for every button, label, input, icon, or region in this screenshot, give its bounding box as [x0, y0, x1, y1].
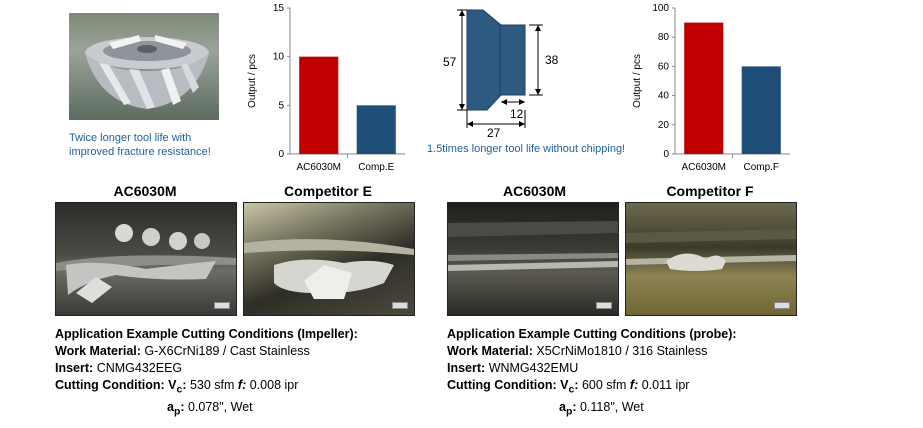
bar-chart-probe: 0 20 40 60 80 100 AC6030M Comp.F Output / pcs [632, 3, 790, 173]
vc-value: 600 sfm [581, 378, 627, 392]
photo-label-ac6030m-right: AC6030M [502, 183, 567, 199]
conditions-impeller-title: Application Example Cutting Conditions (… [55, 327, 358, 341]
y-tick-label: 10 [273, 52, 285, 63]
y-tick-label: 20 [658, 120, 670, 131]
scale-bar [774, 302, 790, 309]
insert-value: CNMG432EEG [96, 361, 183, 375]
f-symbol: f: [629, 378, 639, 392]
impeller-photo [69, 13, 219, 120]
ap-value: 0.118", Wet [579, 399, 644, 414]
bar-ac6030m [684, 22, 724, 154]
wear-photo-competitor-e [243, 202, 415, 316]
y-tick-label: 100 [652, 3, 669, 14]
dim-12: 12 [510, 107, 524, 121]
insert-label: Insert: [447, 361, 486, 375]
cutting-condition-label: Cutting Condition: [55, 378, 165, 392]
x-tick-label: AC6030M [682, 162, 726, 173]
dim-38: 38 [545, 53, 559, 67]
insert-value: WNMG432EMU [488, 361, 579, 375]
photo-label-ac6030m-left: AC6030M [113, 183, 177, 199]
ap-subscript: p [173, 406, 181, 417]
f-symbol: f: [237, 378, 247, 392]
vc-letter: V [168, 378, 177, 392]
conditions-probe: Application Example Cutting Conditions (… [447, 326, 827, 420]
ap-value: 0.078", Wet [187, 399, 253, 414]
y-tick-label: 15 [273, 3, 285, 14]
work-material-label: Work Material: [55, 344, 141, 358]
bar-comp-f [741, 66, 781, 154]
probe-caption: 1.5times longer tool life without chippi… [427, 143, 626, 155]
impeller-caption-line1: Twice longer tool life with [69, 132, 192, 144]
x-tick-label: Comp.F [743, 162, 779, 173]
y-tick-label: 0 [278, 149, 284, 160]
work-material-value: X5CrNiMo1810 / 316 Stainless [536, 344, 708, 358]
wear-photo-ac6030m-impeller [55, 202, 237, 316]
work-material-value: G-X6CrNi189 / Cast Stainless [144, 344, 310, 358]
photo-label-competitor-e: Competitor E [284, 183, 372, 199]
bar-comp-e [356, 105, 396, 154]
x-tick-label: Comp.E [358, 162, 394, 173]
ap-symbol: ap: [559, 399, 577, 418]
vc-letter: V [560, 378, 569, 392]
wear-photo-ac6030m-probe [447, 202, 619, 316]
scale-bar [214, 302, 230, 309]
probe-insert-diagram: 57 38 12 27 [443, 9, 559, 140]
y-tick-label: 40 [658, 91, 670, 102]
work-material-label: Work Material: [447, 344, 533, 358]
wear-photo-competitor-f [625, 202, 797, 316]
y-tick-label: 5 [278, 100, 284, 111]
vc-value: 530 sfm [189, 378, 235, 392]
ap-symbol: ap: [167, 399, 185, 418]
y-tick-label: 60 [658, 61, 670, 72]
bar-ac6030m [299, 56, 339, 154]
scale-bar [596, 302, 612, 309]
insert-label: Insert: [55, 361, 94, 375]
y-axis-label: Output / pcs [247, 54, 258, 108]
photo-label-competitor-f: Competitor F [666, 183, 754, 199]
bar-chart-impeller: 0 5 10 15 AC6030M Comp.E Output / pcs [247, 3, 405, 173]
cutting-condition-label: Cutting Condition: [447, 378, 557, 392]
ap-letter: a [559, 399, 566, 414]
probe-insert-shape [466, 9, 526, 111]
conditions-impeller: Application Example Cutting Conditions (… [55, 326, 435, 420]
impeller-caption: Twice longer tool life with improved fra… [69, 131, 269, 159]
x-tick-label: AC6030M [297, 162, 341, 173]
y-tick-label: 0 [663, 149, 669, 160]
f-value: 0.008 ipr [249, 378, 299, 392]
y-tick-label: 80 [658, 32, 670, 43]
impeller-caption-line2: improved fracture resistance! [69, 146, 211, 158]
f-value: 0.011 ipr [641, 378, 690, 392]
ap-subscript: p [565, 406, 573, 417]
vc-subscript: c [176, 384, 183, 396]
vc-symbol: Vc: [168, 378, 187, 396]
vc-symbol: Vc: [560, 378, 579, 396]
scale-bar [392, 302, 408, 309]
y-axis-label: Output / pcs [632, 54, 643, 108]
conditions-probe-title: Application Example Cutting Conditions (… [447, 327, 737, 341]
dim-57: 57 [443, 55, 457, 69]
ap-letter: a [167, 399, 174, 414]
dim-27: 27 [487, 126, 501, 140]
vc-subscript: c [568, 384, 575, 396]
